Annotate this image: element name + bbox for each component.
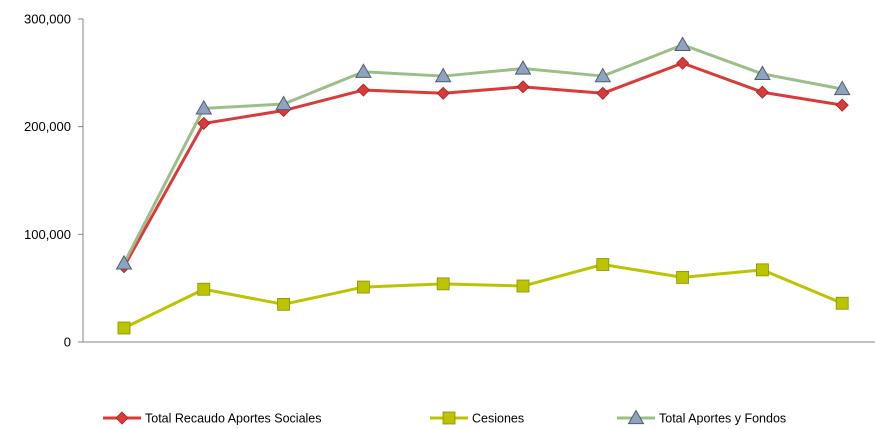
data-point [115, 254, 133, 270]
legend-item: Total Aportes y Fondos [617, 409, 786, 426]
data-point [356, 83, 370, 97]
y-tick-label: 200,000 [24, 119, 71, 134]
legend-marker [115, 411, 129, 425]
data-point [835, 98, 849, 112]
data-point [117, 321, 131, 335]
data-point [356, 280, 370, 294]
legend-label: Total Recaudo Aportes Sociales [145, 412, 322, 426]
legend-marker [627, 409, 645, 425]
data-point [516, 80, 530, 94]
series-1 [117, 258, 849, 335]
data-point [275, 95, 292, 111]
series-line [123, 262, 843, 330]
data-point [277, 297, 291, 311]
data-point [596, 86, 610, 100]
data-point [434, 67, 452, 83]
data-point [436, 277, 450, 291]
series-0 [117, 56, 849, 274]
data-point [197, 282, 211, 296]
data-point [756, 263, 769, 277]
data-point [516, 279, 530, 293]
data-point [754, 65, 771, 81]
data-point [833, 80, 851, 96]
data-point [835, 296, 849, 310]
y-tick-label: 0 [64, 335, 71, 350]
data-point [514, 60, 532, 75]
data-point [596, 258, 610, 271]
data-point [674, 36, 691, 51]
series-line [122, 61, 843, 268]
y-tick-label: 300,000 [24, 12, 71, 27]
legend-label: Total Aportes y Fondos [659, 412, 786, 426]
series-layer [115, 36, 851, 335]
series-line [122, 43, 843, 265]
data-point [594, 67, 612, 83]
legend: Total Recaudo Aportes Sociales Cesiones To… [103, 409, 786, 426]
legend-marker [442, 411, 456, 425]
y-tick-label: 100,000 [24, 227, 71, 242]
legend-item: Total Recaudo Aportes Sociales [103, 411, 322, 426]
data-point [195, 99, 213, 115]
data-point [755, 85, 769, 99]
data-point [676, 56, 690, 70]
data-point [355, 63, 372, 78]
legend-label: Cesiones [472, 412, 524, 426]
data-point [197, 116, 211, 131]
legend-item: Cesiones [430, 412, 524, 426]
series-2 [115, 36, 851, 270]
data-point [436, 86, 450, 100]
data-point [676, 270, 689, 284]
axes: 0 100,000 200,000 300,000 [24, 12, 875, 350]
